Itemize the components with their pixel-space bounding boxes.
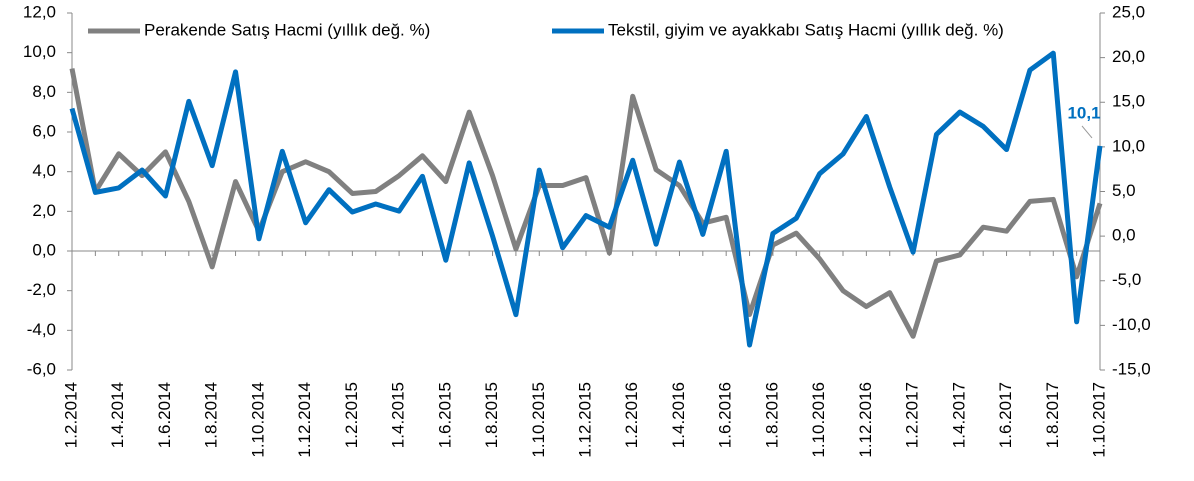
x-tick-label: 1.4.2016: [669, 382, 688, 448]
series-line: [69, 68, 1103, 339]
series-line: [69, 50, 1103, 348]
x-tick-label: 1.12.2015: [575, 382, 594, 458]
y2-tick-label: 0,0: [1112, 226, 1136, 245]
y2-tick-label: 10,0: [1112, 136, 1145, 155]
legend-label: Tekstil, giyim ve ayakkabı Satış Hacmi (…: [608, 20, 1004, 39]
x-tick-label: 1.10.2014: [248, 382, 267, 458]
x-tick-label: 1.6.2014: [155, 382, 174, 448]
x-tick-label: 1.6.2017: [996, 382, 1015, 448]
y-tick-label: 6,0: [32, 121, 56, 140]
y2-tick-label: 5,0: [1112, 181, 1136, 200]
data-label: 10,1: [1067, 103, 1100, 122]
x-tick-label: 1.4.2014: [108, 382, 127, 448]
x-tick-label: 1.10.2015: [529, 382, 548, 458]
y2-tick-label: 15,0: [1112, 92, 1145, 111]
x-tick-label: 1.4.2015: [389, 382, 408, 448]
y-tick-label: 12,0: [23, 2, 56, 21]
legend-label: Perakende Satış Hacmi (yıllık değ. %): [144, 20, 430, 39]
x-tick-label: 1.10.2016: [809, 382, 828, 458]
y2-tick-label: -15,0: [1112, 359, 1151, 378]
x-tick-label: 1.2.2015: [342, 382, 361, 448]
x-tick-label: 1.12.2016: [856, 382, 875, 458]
x-tick-label: 1.2.2014: [61, 382, 80, 448]
x-tick-label: 1.2.2016: [622, 382, 641, 448]
x-tick-label: 1.4.2017: [949, 382, 968, 448]
x-tick-label: 1.6.2015: [435, 382, 454, 448]
y2-tick-label: -5,0: [1112, 270, 1141, 289]
y-tick-label: 0,0: [32, 240, 56, 259]
y2-tick-label: 25,0: [1112, 2, 1145, 21]
y-tick-label: 2,0: [32, 201, 56, 220]
x-tick-label: 1.10.2017: [1089, 382, 1108, 458]
x-tick-label: 1.6.2016: [716, 382, 735, 448]
x-tick-label: 1.8.2017: [1043, 382, 1062, 448]
y-tick-label: -6,0: [27, 359, 56, 378]
y-tick-label: -4,0: [27, 320, 56, 339]
x-tick-label: 1.8.2014: [202, 382, 221, 448]
x-tick-label: 1.8.2015: [482, 382, 501, 448]
y2-tick-label: 20,0: [1112, 47, 1145, 66]
x-tick-label: 1.8.2016: [762, 382, 781, 448]
y2-tick-label: -10,0: [1112, 315, 1151, 334]
y-tick-label: 8,0: [32, 82, 56, 101]
y-tick-label: 10,0: [23, 42, 56, 61]
y-tick-label: 4,0: [32, 161, 56, 180]
y-tick-label: -2,0: [27, 280, 56, 299]
x-tick-label: 1.12.2014: [295, 382, 314, 458]
x-tick-label: 1.2.2017: [903, 382, 922, 448]
label-leader: [1081, 125, 1093, 139]
